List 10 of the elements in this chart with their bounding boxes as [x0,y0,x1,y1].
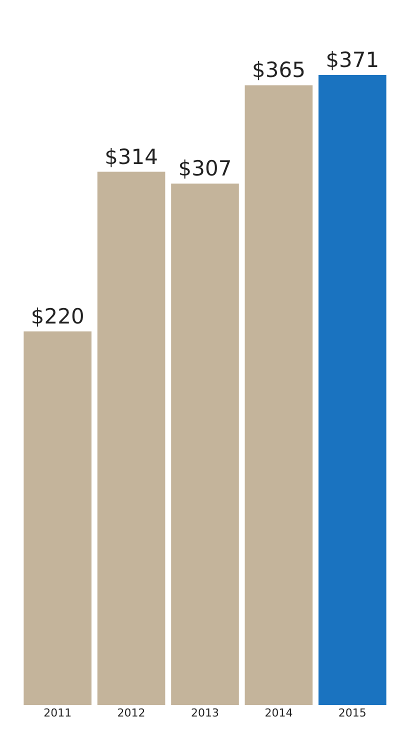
x-tick-label: 2013 [191,706,219,720]
data-label: $314 [104,144,158,169]
x-tick-label: 2014 [264,706,293,720]
data-label: $220 [30,304,84,328]
data-label: $307 [178,156,232,181]
x-tick-label: 2015 [338,706,366,720]
data-label: $371 [326,48,380,72]
x-tick-label: 2011 [44,706,72,720]
x-tick-label: 2012 [117,706,146,720]
data-label: $365 [252,58,306,82]
